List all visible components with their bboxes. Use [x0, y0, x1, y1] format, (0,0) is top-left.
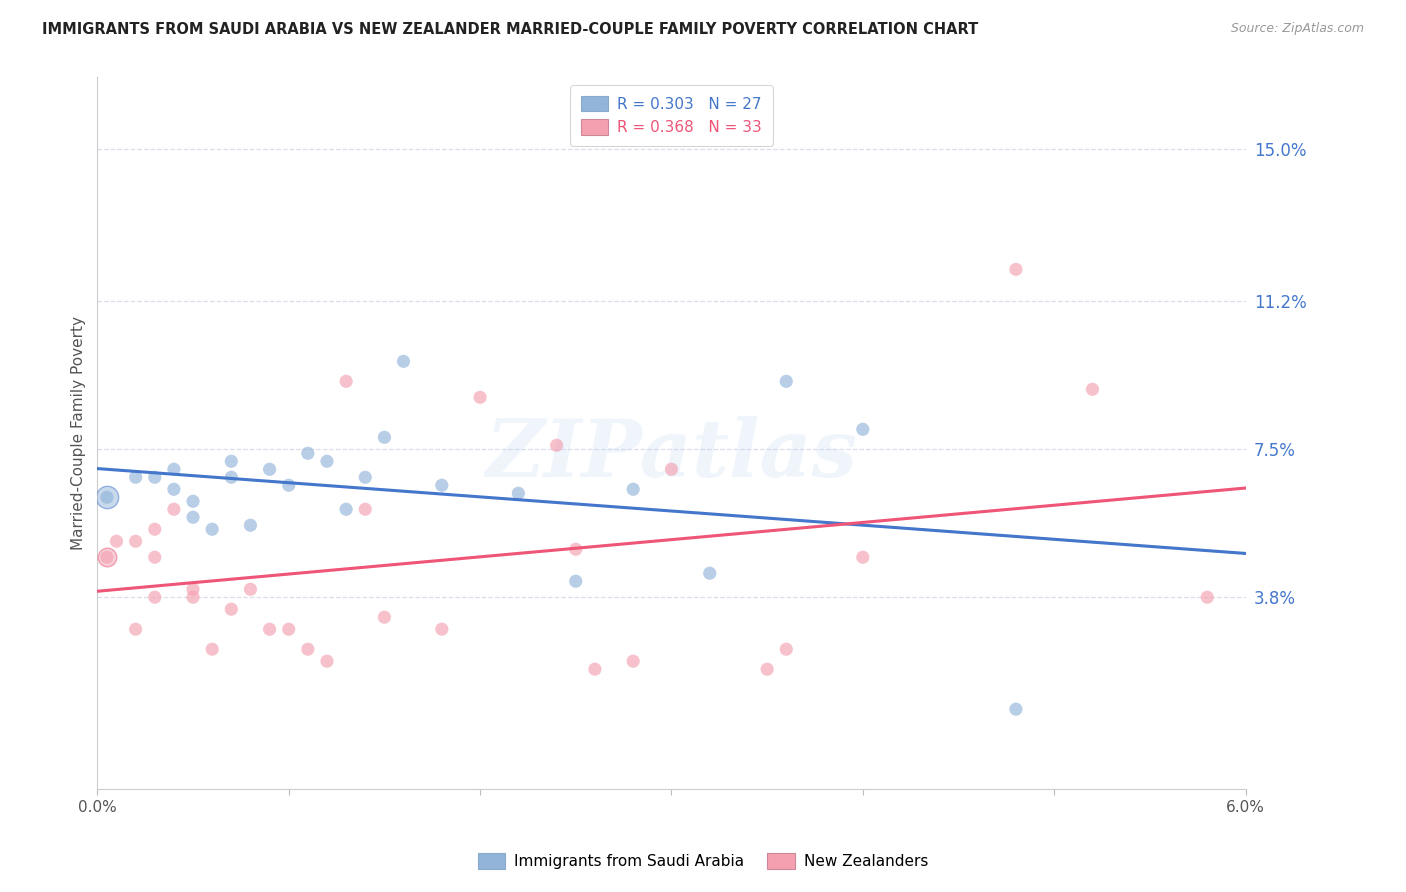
Point — [124, 470, 146, 484]
Point — [852, 550, 875, 565]
Point — [201, 642, 224, 657]
Point — [546, 438, 568, 452]
Point — [316, 654, 339, 668]
Point — [181, 494, 204, 508]
Point — [163, 502, 186, 516]
Point — [335, 374, 357, 388]
Point — [621, 654, 644, 668]
Point — [468, 390, 491, 404]
Point — [775, 642, 797, 657]
Point — [96, 490, 118, 504]
Point — [143, 550, 166, 565]
Point — [583, 662, 606, 676]
Point — [316, 454, 339, 468]
Point — [143, 591, 166, 605]
Point — [239, 582, 262, 597]
Point — [259, 462, 281, 476]
Text: Source: ZipAtlas.com: Source: ZipAtlas.com — [1230, 22, 1364, 36]
Point — [221, 454, 243, 468]
Point — [96, 550, 118, 565]
Point — [259, 622, 281, 636]
Point — [430, 622, 453, 636]
Text: ZIPatlas: ZIPatlas — [485, 416, 858, 493]
Point — [221, 470, 243, 484]
Point — [1081, 382, 1104, 396]
Point — [163, 483, 186, 497]
Point — [201, 522, 224, 536]
Point — [565, 542, 588, 557]
Point — [239, 518, 262, 533]
Point — [124, 534, 146, 549]
Point — [699, 566, 721, 581]
Y-axis label: Married-Couple Family Poverty: Married-Couple Family Poverty — [72, 317, 86, 550]
Point — [354, 502, 377, 516]
Point — [775, 374, 797, 388]
Point — [143, 470, 166, 484]
Point — [354, 470, 377, 484]
Point — [852, 422, 875, 436]
Point — [565, 574, 588, 589]
Point — [1005, 702, 1028, 716]
Text: IMMIGRANTS FROM SAUDI ARABIA VS NEW ZEALANDER MARRIED-COUPLE FAMILY POVERTY CORR: IMMIGRANTS FROM SAUDI ARABIA VS NEW ZEAL… — [42, 22, 979, 37]
Point — [297, 446, 319, 460]
Point — [124, 622, 146, 636]
Point — [661, 462, 683, 476]
Point — [430, 478, 453, 492]
Point — [277, 478, 299, 492]
Point — [1197, 591, 1219, 605]
Point — [181, 582, 204, 597]
Point — [297, 642, 319, 657]
Point — [181, 510, 204, 524]
Point — [392, 354, 415, 368]
Point — [181, 591, 204, 605]
Point — [96, 550, 118, 565]
Point — [105, 534, 128, 549]
Legend: Immigrants from Saudi Arabia, New Zealanders: Immigrants from Saudi Arabia, New Zealan… — [471, 847, 935, 875]
Point — [756, 662, 779, 676]
Point — [221, 602, 243, 616]
Legend: R = 0.303   N = 27, R = 0.368   N = 33: R = 0.303 N = 27, R = 0.368 N = 33 — [569, 85, 773, 146]
Point — [277, 622, 299, 636]
Point — [508, 486, 530, 500]
Point — [373, 610, 395, 624]
Point — [163, 462, 186, 476]
Point — [1005, 262, 1028, 277]
Point — [96, 490, 118, 504]
Point — [373, 430, 395, 444]
Point — [143, 522, 166, 536]
Point — [621, 483, 644, 497]
Point — [335, 502, 357, 516]
